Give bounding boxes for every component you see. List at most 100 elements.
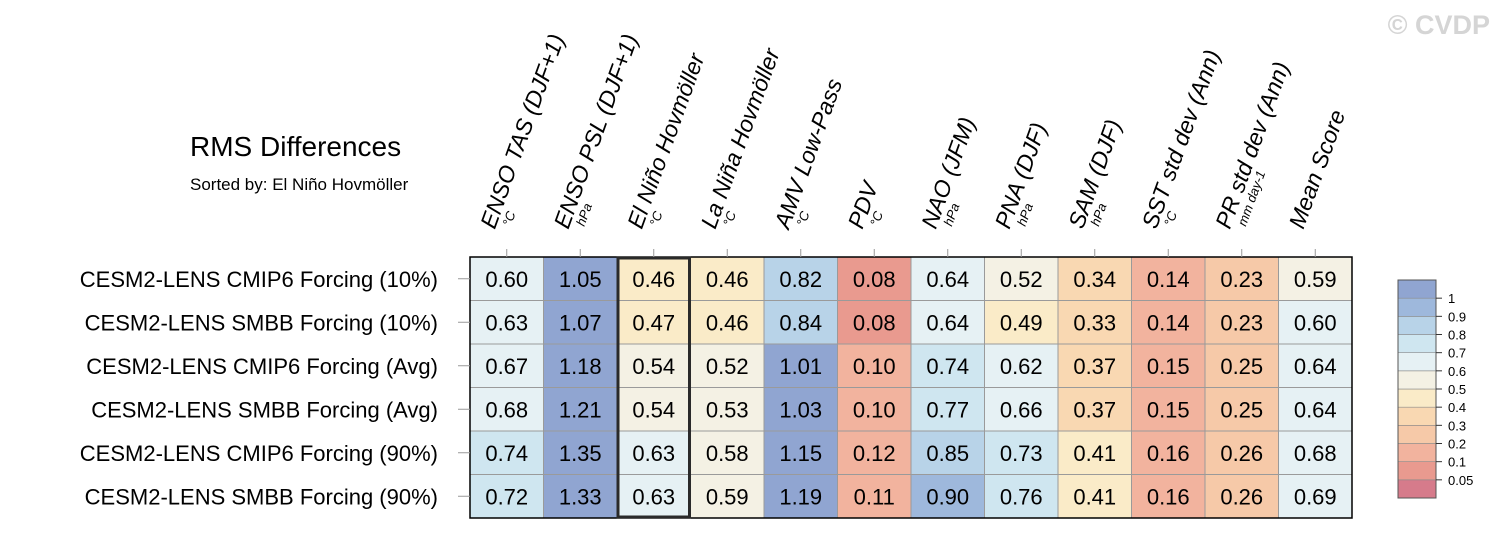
column-unit: hPa	[1014, 201, 1036, 228]
colorbar-label: 0.7	[1448, 346, 1466, 361]
cell-value: 0.37	[1073, 354, 1116, 379]
heatmap-cell	[543, 387, 617, 431]
cell-value: 0.68	[485, 397, 528, 422]
cell-value: 0.60	[485, 267, 528, 292]
cell-value: 0.69	[1294, 484, 1337, 509]
colorbar-label: 0.3	[1448, 418, 1466, 433]
cell-value: 1.18	[559, 354, 602, 379]
chart-title: RMS Differences	[190, 131, 401, 162]
cell-value: 0.26	[1220, 441, 1263, 466]
cell-value: 0.41	[1073, 484, 1116, 509]
heatmap-cell	[1058, 431, 1132, 475]
heatmap-cell	[690, 300, 764, 344]
cell-value: 0.64	[1294, 354, 1337, 379]
colorbar-swatch	[1397, 425, 1437, 444]
cell-value: 0.77	[926, 397, 969, 422]
row-label: CESM2-LENS SMBB Forcing (90%)	[85, 484, 438, 509]
cell-value: 0.49	[1000, 310, 1043, 335]
heatmap-cell	[764, 344, 838, 388]
heatmap-cell	[837, 474, 911, 518]
cell-value: 1.05	[559, 267, 602, 292]
colorbar-swatch	[1397, 370, 1437, 390]
heatmap-cell	[837, 387, 911, 431]
cell-value: 0.14	[1147, 267, 1190, 292]
colorbar-legend: 0.05 0.1 0.2 0.3 0.4 0.5 0.6 0.7 0.8 0.9 1	[1397, 279, 1473, 499]
cell-value: 0.58	[706, 441, 749, 466]
column-unit: °C	[1161, 209, 1180, 228]
colorbar-label: 0.8	[1448, 328, 1466, 343]
cell-value: 1.03	[779, 397, 822, 422]
cell-value: 0.47	[632, 310, 675, 335]
heatmap-cell	[984, 300, 1058, 344]
heatmap-cell	[690, 431, 764, 475]
heatmap-cell	[1205, 300, 1279, 344]
cell-value: 0.72	[485, 484, 528, 509]
colorbar-swatch	[1397, 443, 1437, 462]
heatmap-cell	[984, 344, 1058, 388]
colorbar-swatch	[1397, 334, 1437, 353]
cell-value: 0.52	[1000, 267, 1043, 292]
heatmap-cell	[911, 431, 985, 475]
cell-value: 0.54	[632, 354, 675, 379]
cell-value: 1.01	[779, 354, 822, 379]
colorbar-label: 0.2	[1448, 437, 1466, 452]
heatmap-cell	[911, 387, 985, 431]
cell-value: 0.10	[853, 354, 896, 379]
heatmap-cell	[1131, 257, 1205, 301]
cell-value: 0.62	[1000, 354, 1043, 379]
heatmap-cell	[690, 387, 764, 431]
heatmap-cell	[1278, 431, 1352, 475]
cell-value: 0.74	[485, 441, 528, 466]
column-label: Mean Score	[1284, 106, 1351, 231]
heatmap-cell	[911, 474, 985, 518]
colorbar-label: 0.9	[1448, 309, 1466, 324]
cell-value: 0.08	[853, 310, 896, 335]
heatmap-cell	[1278, 257, 1352, 301]
heatmap-cell	[617, 300, 691, 344]
colorbar-label: 0.05	[1448, 473, 1473, 488]
column-unit: °C	[867, 209, 886, 228]
cell-value: 0.46	[706, 267, 749, 292]
row-label: CESM2-LENS CMIP6 Forcing (Avg)	[86, 354, 438, 379]
heatmap-cell	[543, 300, 617, 344]
cell-value: 0.64	[926, 267, 969, 292]
colorbar-label: 0.1	[1448, 455, 1466, 470]
cell-value: 1.33	[559, 484, 602, 509]
cell-value: 0.41	[1073, 441, 1116, 466]
column-label: El Niño Hovmöller	[622, 49, 710, 232]
heatmap-cell	[1205, 431, 1279, 475]
row-labels: CESM2-LENS CMIP6 Forcing (10%) CESM2-LENS…	[80, 267, 470, 509]
heatmap-cell	[543, 344, 617, 388]
heatmap-cell	[470, 344, 544, 388]
column-label: SST std dev (Ann)	[1137, 46, 1226, 231]
cell-value: 0.25	[1220, 354, 1263, 379]
cell-value: 0.16	[1147, 484, 1190, 509]
column-labels: ENSO TAS (DJF+1)°C ENSO PSL (DJF+1)hPa El …	[475, 30, 1350, 257]
heatmap-cell	[1131, 344, 1205, 388]
heatmap-cell	[837, 431, 911, 475]
heatmap-cell	[984, 257, 1058, 301]
heatmap-cell	[1205, 257, 1279, 301]
heatmap-cell	[764, 387, 838, 431]
heatmap-cell	[984, 387, 1058, 431]
heatmap-cell	[764, 431, 838, 475]
cell-value: 0.76	[1000, 484, 1043, 509]
colorbar-label: 1	[1448, 291, 1455, 306]
heatmap-cell	[543, 257, 617, 301]
column-unit: °C	[720, 209, 739, 228]
heatmap-cell	[1058, 474, 1132, 518]
cell-value: 0.12	[853, 441, 896, 466]
colorbar-label: 0.5	[1448, 382, 1466, 397]
colorbar-swatch	[1397, 279, 1437, 299]
colorbar-label: 0.4	[1448, 400, 1466, 415]
cell-value: 0.08	[853, 267, 896, 292]
heatmap-cell	[1205, 474, 1279, 518]
cell-value: 0.59	[1294, 267, 1337, 292]
cell-value: 0.82	[779, 267, 822, 292]
heatmap-cell	[1205, 344, 1279, 388]
cell-value: 0.52	[706, 354, 749, 379]
heatmap-cell	[470, 387, 544, 431]
cell-value: 0.33	[1073, 310, 1116, 335]
cell-value: 0.63	[485, 310, 528, 335]
